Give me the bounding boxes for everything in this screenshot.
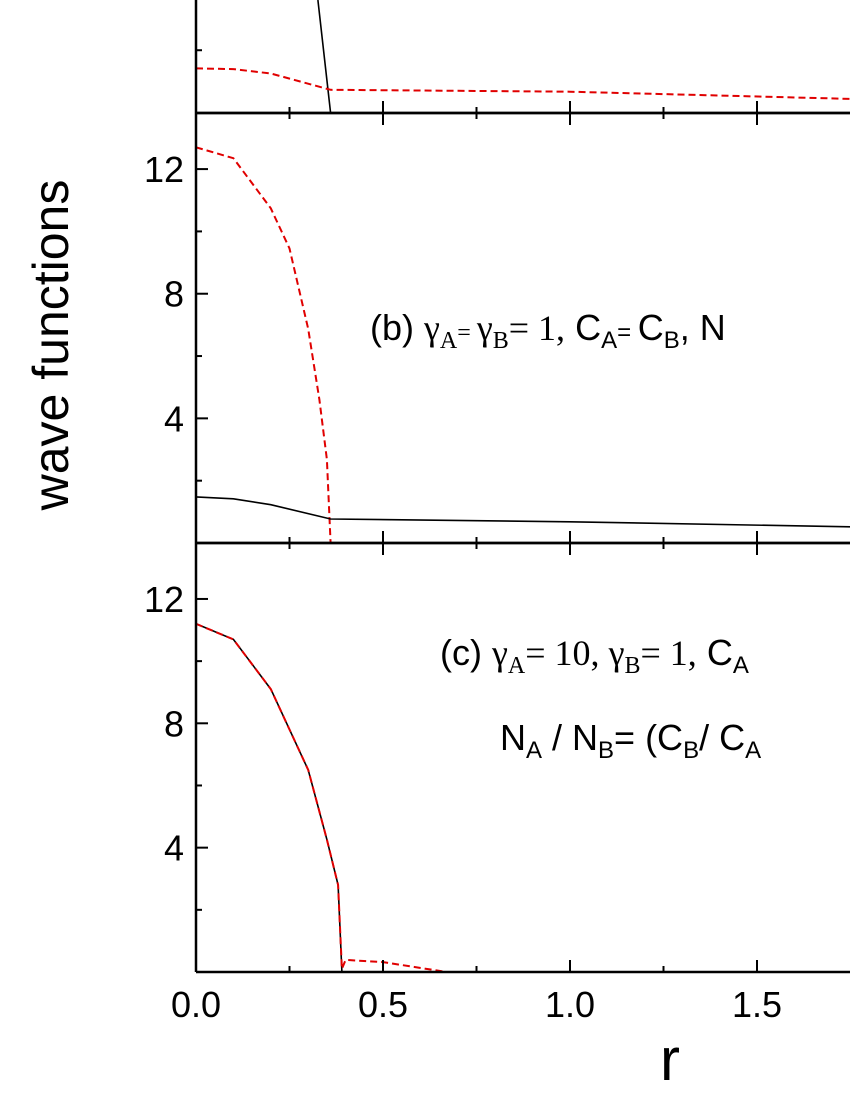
y-tick-label: 4 xyxy=(164,828,184,869)
annotation-part: C xyxy=(638,307,664,348)
y-tick-label: 12 xyxy=(144,149,184,190)
annotation-part: γ xyxy=(476,308,493,348)
annotation-part: = 1, xyxy=(641,633,697,673)
annotation-part: = xyxy=(617,319,638,346)
annotation-part: B xyxy=(664,327,680,354)
y-axis-label: wave functions xyxy=(23,180,79,512)
y-tick-label: 12 xyxy=(144,579,184,620)
annotation-part: = (C xyxy=(614,717,683,758)
series-line xyxy=(196,622,850,972)
annotation-part: γ xyxy=(608,633,625,673)
series-line xyxy=(196,496,850,528)
x-tick-label: 1.0 xyxy=(545,984,595,1025)
annotation: (c) γA= 10, γB= 1, CA xyxy=(440,632,749,679)
annotation-part: B xyxy=(493,328,509,354)
annotation-part: γ xyxy=(491,633,508,673)
annotation-part: , N xyxy=(680,307,726,348)
annotation-part: C xyxy=(697,632,733,673)
annotation-part: B xyxy=(598,737,614,764)
x-axis-label: r xyxy=(660,1026,680,1093)
series-line xyxy=(317,0,850,113)
x-tick-label: 0.5 xyxy=(358,984,408,1025)
annotation-part: (b) xyxy=(370,307,424,348)
y-tick-label: 4 xyxy=(164,398,184,439)
annotation-part: (c) xyxy=(440,632,492,673)
series-line xyxy=(196,146,850,543)
annotation-part: C xyxy=(565,307,601,348)
annotation-part: γ xyxy=(423,308,440,348)
annotation-part: N xyxy=(500,717,526,758)
annotation-part: = 1, xyxy=(509,308,565,348)
annotation: (b) γA= γB= 1, CA= CB, N xyxy=(370,307,726,354)
y-tick-label: 8 xyxy=(164,703,184,744)
annotation-part: A xyxy=(526,737,542,764)
annotation-part: = xyxy=(457,320,477,346)
annotation-part: = 10, xyxy=(525,633,608,673)
annotation-part: B xyxy=(683,737,699,764)
x-tick-label: 1.5 xyxy=(732,984,782,1025)
annotation-part: A xyxy=(440,328,458,354)
annotation-part: A xyxy=(733,652,749,679)
annotation-part: A xyxy=(508,653,526,679)
annotation: NA / NB= (CB/ CA xyxy=(500,717,761,764)
y-tick-label: 8 xyxy=(164,274,184,315)
annotation-part: A xyxy=(745,737,761,764)
annotation-part: B xyxy=(624,653,640,679)
annotation-part: A xyxy=(601,327,617,354)
series-line xyxy=(196,67,850,100)
x-tick-label: 0.0 xyxy=(171,984,221,1025)
annotation-part: / C xyxy=(699,717,745,758)
annotation-part: / N xyxy=(542,717,598,758)
